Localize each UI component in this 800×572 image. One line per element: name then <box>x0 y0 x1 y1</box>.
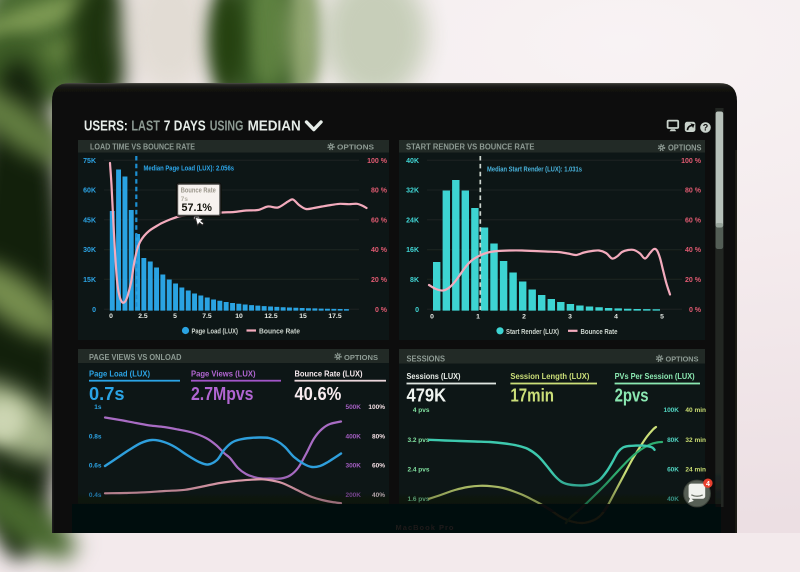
svg-text:32 min: 32 min <box>685 437 706 444</box>
svg-text:40K: 40K <box>406 158 419 165</box>
svg-text:24K: 24K <box>406 217 419 224</box>
svg-text:Median Page Load (LUX): 2.056s: Median Page Load (LUX): 2.056s <box>144 164 235 173</box>
svg-text:60K: 60K <box>667 466 679 473</box>
svg-text:0: 0 <box>415 307 419 314</box>
svg-text:Session Length (LUX): Session Length (LUX) <box>510 371 589 381</box>
svg-text:10: 10 <box>235 313 243 320</box>
svg-text:0.8s: 0.8s <box>89 434 102 441</box>
svg-text:0: 0 <box>430 314 434 321</box>
svg-text:17min: 17min <box>510 386 554 406</box>
svg-text:4 pvs: 4 pvs <box>413 407 430 414</box>
svg-text:1s: 1s <box>94 404 102 411</box>
svg-text:7s: 7s <box>181 196 189 203</box>
svg-text:0: 0 <box>109 313 113 320</box>
svg-text:Page Views (LUX): Page Views (LUX) <box>191 368 256 378</box>
svg-text:?: ? <box>703 123 709 133</box>
svg-text:100K: 100K <box>663 407 679 414</box>
svg-text:3.2 pvs: 3.2 pvs <box>407 437 429 444</box>
svg-text:LAST: LAST <box>131 118 160 135</box>
svg-text:100 %: 100 % <box>367 158 388 165</box>
svg-text:LOAD TIME VS BOUNCE RATE: LOAD TIME VS BOUNCE RATE <box>90 143 196 152</box>
svg-text:16K: 16K <box>406 247 419 254</box>
svg-text:5: 5 <box>173 313 177 320</box>
svg-text:12.5: 12.5 <box>264 313 277 320</box>
svg-text:15: 15 <box>299 313 307 320</box>
svg-text:60%: 60% <box>372 463 385 470</box>
svg-text:1: 1 <box>476 314 480 321</box>
svg-text:SESSIONS: SESSIONS <box>407 355 446 364</box>
svg-text:32K: 32K <box>406 188 419 195</box>
svg-text:75K: 75K <box>83 158 96 165</box>
svg-text:30K: 30K <box>83 247 96 254</box>
svg-text:40 min: 40 min <box>685 407 706 414</box>
svg-text:Start Render (LUX): Start Render (LUX) <box>506 329 559 336</box>
svg-text:7 DAYS: 7 DAYS <box>164 118 206 135</box>
svg-text:0.6s: 0.6s <box>89 463 102 470</box>
svg-text:0 %: 0 % <box>375 307 388 314</box>
svg-text:0 %: 0 % <box>689 307 702 314</box>
svg-text:100%: 100% <box>368 404 385 411</box>
svg-text:80%: 80% <box>372 434 385 441</box>
svg-text:START RENDER VS BOUNCE RATE: START RENDER VS BOUNCE RATE <box>406 143 535 152</box>
svg-text:57.1%: 57.1% <box>182 202 213 214</box>
svg-text:60 %: 60 % <box>685 217 702 224</box>
svg-text:40.6%: 40.6% <box>295 384 342 404</box>
svg-text:400K: 400K <box>345 434 361 441</box>
svg-text:20 %: 20 % <box>685 277 702 284</box>
svg-text:80K: 80K <box>667 437 679 444</box>
svg-text:Bounce Rate: Bounce Rate <box>581 329 618 336</box>
svg-text:24 min: 24 min <box>685 466 706 473</box>
svg-text:PAGE VIEWS VS ONLOAD: PAGE VIEWS VS ONLOAD <box>89 353 182 362</box>
svg-text:479K: 479K <box>407 386 447 406</box>
svg-text:0: 0 <box>92 307 96 314</box>
svg-text:USERS:: USERS: <box>84 118 128 135</box>
svg-text:2.5: 2.5 <box>138 313 148 320</box>
svg-text:4: 4 <box>614 314 618 321</box>
svg-text:Page Load (LUX): Page Load (LUX) <box>89 368 150 378</box>
svg-text:OPTIONS: OPTIONS <box>337 143 374 152</box>
svg-text:80 %: 80 % <box>371 188 388 195</box>
svg-text:0.7s: 0.7s <box>89 384 125 404</box>
svg-text:17.5: 17.5 <box>328 313 341 320</box>
svg-text:3: 3 <box>568 314 572 321</box>
svg-text:Median Start Render (LUX): 1.0: Median Start Render (LUX): 1.031s <box>487 165 582 174</box>
svg-text:15K: 15K <box>83 277 96 284</box>
svg-text:40 %: 40 % <box>371 247 388 254</box>
svg-text:7.5: 7.5 <box>202 313 212 320</box>
svg-text:OPTIONS: OPTIONS <box>344 353 378 362</box>
svg-text:MacBook Pro: MacBook Pro <box>396 523 455 532</box>
svg-text:4: 4 <box>706 481 710 488</box>
svg-text:60K: 60K <box>83 188 96 195</box>
svg-text:OPTIONS: OPTIONS <box>666 355 699 364</box>
svg-text:20 %: 20 % <box>371 277 388 284</box>
svg-text:Bounce Rate: Bounce Rate <box>181 186 216 195</box>
svg-text:2.7Mpvs: 2.7Mpvs <box>191 384 254 404</box>
svg-text:60 %: 60 % <box>371 217 388 224</box>
svg-text:USING: USING <box>210 118 244 135</box>
svg-text:40 %: 40 % <box>685 247 702 254</box>
svg-text:100 %: 100 % <box>681 158 702 165</box>
svg-text:Sessions (LUX): Sessions (LUX) <box>407 371 461 381</box>
svg-text:80 %: 80 % <box>685 188 702 195</box>
svg-text:500K: 500K <box>345 404 361 411</box>
svg-text:PVs Per Session (LUX): PVs Per Session (LUX) <box>615 371 695 381</box>
svg-text:8K: 8K <box>410 277 419 284</box>
svg-text:45K: 45K <box>83 217 96 224</box>
svg-text:2pvs: 2pvs <box>615 386 649 406</box>
svg-text:300K: 300K <box>345 463 361 470</box>
svg-text:Bounce Rate: Bounce Rate <box>259 328 300 335</box>
svg-text:Bounce Rate (LUX): Bounce Rate (LUX) <box>295 368 363 378</box>
svg-text:Page Load (LUX): Page Load (LUX) <box>192 328 239 335</box>
svg-text:OPTIONS: OPTIONS <box>668 144 702 153</box>
svg-text:5: 5 <box>660 314 664 321</box>
svg-text:2.4 pvs: 2.4 pvs <box>407 466 429 473</box>
svg-text:2: 2 <box>522 314 526 321</box>
svg-text:MEDIAN: MEDIAN <box>248 118 301 135</box>
